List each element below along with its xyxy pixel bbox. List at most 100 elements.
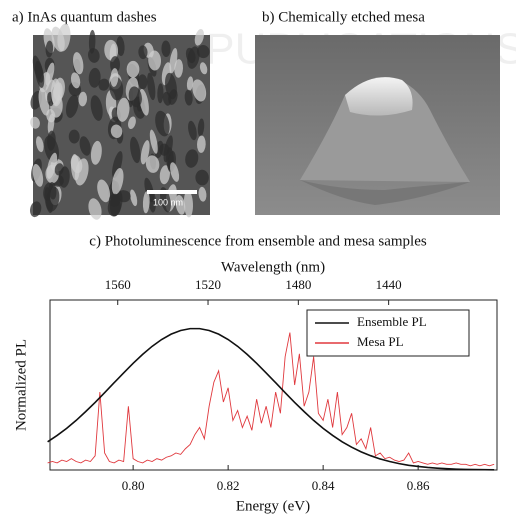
quantum-dash (187, 46, 200, 69)
quantum-dash (98, 78, 110, 91)
panel-label: a) InAs quantum dashes (12, 9, 157, 25)
legend-label: Ensemble PL (357, 314, 427, 329)
quantum-dash (159, 165, 170, 185)
quantum-dash (32, 163, 44, 187)
quantum-dash (169, 48, 178, 74)
quantum-dash (97, 179, 111, 203)
x-tick-label: 0.82 (217, 478, 240, 493)
quantum-dash (104, 39, 119, 61)
quantum-dash (46, 186, 60, 212)
quantum-dash (112, 151, 123, 179)
quantum-dash (78, 91, 88, 107)
quantum-dash (70, 155, 83, 174)
quantum-dash (29, 201, 42, 218)
x-axis-label: Energy (eV) (236, 498, 310, 514)
quantum-dash (110, 68, 119, 87)
quantum-dash (90, 140, 102, 165)
quantum-dash (163, 135, 173, 163)
quantum-dash (30, 116, 40, 129)
quantum-dash (110, 124, 123, 138)
x2-tick-label: 1520 (195, 277, 221, 292)
quantum-dash (148, 188, 156, 213)
x2-tick-label: 1480 (285, 277, 311, 292)
quantum-dash (35, 136, 44, 153)
quantum-dash (148, 50, 162, 71)
quantum-dash (116, 97, 130, 122)
quantum-dash (51, 26, 65, 52)
quantum-dash (197, 118, 205, 137)
quantum-dash (174, 59, 184, 78)
quantum-dash (161, 40, 171, 58)
quantum-dash (88, 29, 96, 54)
quantum-dash (138, 45, 148, 60)
series-line (47, 332, 495, 467)
quantum-dash (139, 88, 149, 116)
quantum-dash (198, 186, 207, 202)
quantum-dash (192, 79, 207, 102)
quantum-dash (88, 198, 102, 220)
quantum-dash (110, 56, 120, 74)
x2-tick-label: 1560 (105, 277, 131, 292)
mesa-foot (300, 180, 470, 205)
quantum-dash (155, 110, 170, 137)
quantum-dash (147, 72, 156, 101)
mesa-top (345, 77, 413, 116)
sem-image-mesa (255, 35, 500, 215)
quantum-dash (130, 136, 141, 164)
quantum-dash (145, 155, 160, 173)
quantum-dash (88, 48, 100, 63)
quantum-dash (196, 45, 210, 59)
quantum-dash (130, 189, 138, 207)
series-line (47, 327, 495, 471)
y-axis-label: Normalized PL (13, 339, 29, 431)
quantum-dash (47, 113, 55, 135)
quantum-dash (137, 74, 148, 90)
quantum-dash (116, 36, 125, 57)
quantum-dash (108, 193, 121, 207)
quantum-dash (54, 163, 64, 176)
quantum-dash (128, 116, 136, 130)
quantum-dash (188, 120, 197, 141)
quantum-dash (184, 89, 193, 106)
plot: 0.80 0.82 0.84 0.86 1560 1520 1480 1440 Ensemble… (47, 277, 498, 493)
legend-label: Mesa PL (357, 334, 404, 349)
quantum-dash (142, 191, 150, 214)
x-tick-label: 0.84 (312, 478, 335, 493)
quantum-dash (197, 135, 206, 153)
mesa-body (300, 79, 470, 182)
quantum-dash (79, 136, 91, 156)
quantum-dash (149, 129, 158, 154)
quantum-dash (194, 29, 204, 46)
x2-tick-label: 1440 (376, 277, 402, 292)
quantum-dash (34, 60, 45, 88)
scale-bar (147, 190, 197, 194)
chart-title: c) Photoluminescence from ensemble and m… (89, 233, 427, 249)
quantum-dash (157, 83, 164, 104)
x2-axis-label: Wavelength (nm) (221, 259, 325, 275)
quantum-dash (128, 86, 142, 108)
x-tick-label: 0.80 (122, 478, 145, 493)
quantum-dash (199, 62, 208, 75)
plot-frame (49, 299, 498, 471)
x-tick-label: 0.86 (407, 478, 430, 493)
quantum-dash (175, 195, 186, 215)
sem-image-dashes (29, 23, 210, 220)
quantum-dash (186, 76, 194, 91)
quantum-dash (195, 169, 209, 186)
quantum-dash (70, 72, 81, 89)
quantum-dash (88, 67, 101, 88)
quantum-dash (111, 168, 124, 195)
quantum-dash (126, 60, 140, 78)
legend-box (306, 309, 470, 357)
quantum-dash (68, 129, 80, 144)
quantum-dash (170, 162, 180, 182)
quantum-dash (73, 52, 84, 75)
quantum-dash (116, 190, 131, 203)
quantum-dash (162, 91, 172, 106)
quantum-dash (65, 94, 79, 118)
quantum-dash (90, 95, 103, 121)
quantum-dash (183, 190, 193, 218)
panel-label: b) Chemically etched mesa (262, 9, 425, 25)
quantum-dash (45, 40, 54, 58)
